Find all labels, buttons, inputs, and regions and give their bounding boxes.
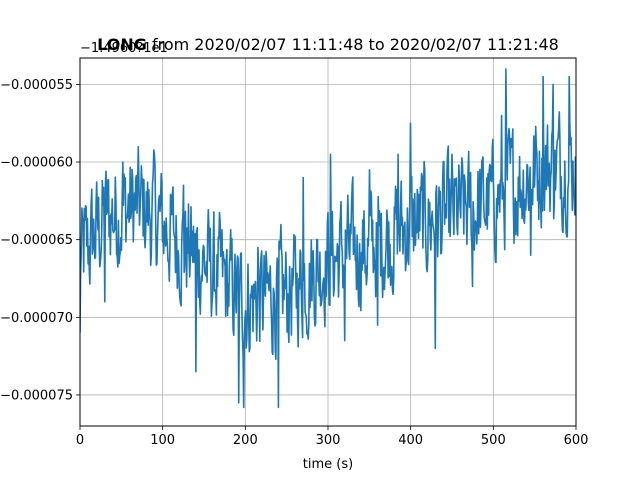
x-tick-label: 400 xyxy=(398,433,423,448)
title-bold-part: LONG xyxy=(97,35,147,54)
y-tick-label: −0.000075 xyxy=(0,388,73,403)
title-rest-part: from 2020/02/07 11:11:48 to 2020/02/07 1… xyxy=(147,35,559,54)
x-tick-label: 200 xyxy=(233,433,258,448)
x-tick-label: 0 xyxy=(76,433,84,448)
x-tick-label: 600 xyxy=(564,433,589,448)
x-tick-label: 100 xyxy=(150,433,175,448)
offset-text: −1.4960?1e1 xyxy=(80,41,168,56)
y-tick-label: −0.000070 xyxy=(0,311,73,326)
x-tick-label: 300 xyxy=(316,433,341,448)
series-line xyxy=(80,68,576,409)
y-tick-label: −0.000065 xyxy=(0,233,73,248)
x-tick-label: 500 xyxy=(481,433,506,448)
y-tick-label: −0.000055 xyxy=(0,78,73,93)
x-axis: 0 100 200 300 400 500 600 xyxy=(76,426,589,448)
x-axis-label: time (s) xyxy=(303,457,353,472)
y-tick-label: −0.000060 xyxy=(0,156,73,171)
chart-title: LONG from 2020/02/07 11:11:48 to 2020/02… xyxy=(97,35,559,54)
grid-lines xyxy=(79,58,577,426)
y-axis: −0.000075 −0.000070 −0.000065 −0.000060 −0.0… xyxy=(0,78,80,403)
